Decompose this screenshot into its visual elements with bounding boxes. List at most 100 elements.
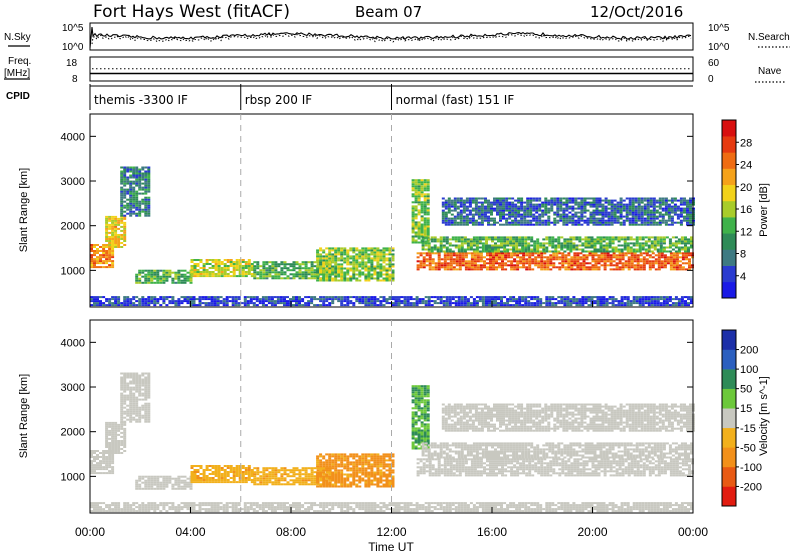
velocity-cell <box>123 398 127 401</box>
power-cell <box>676 217 680 220</box>
power-cell <box>424 302 428 305</box>
velocity-cell <box>147 374 151 377</box>
power-cell <box>630 262 634 265</box>
power-cell <box>328 302 332 305</box>
power-cell <box>481 238 485 241</box>
power-cell <box>590 296 594 299</box>
power-cell <box>547 217 551 220</box>
velocity-cell <box>105 431 109 434</box>
power-cell <box>637 199 641 202</box>
power-cell <box>522 260 526 263</box>
power-cell <box>538 221 542 224</box>
power-cell <box>664 201 668 204</box>
power-cell <box>610 223 614 226</box>
power-cell <box>93 304 96 307</box>
power-cell <box>243 302 247 305</box>
power-cell <box>641 298 645 301</box>
power-cell <box>93 298 96 301</box>
power-cell <box>563 302 567 305</box>
power-cell <box>605 248 609 251</box>
power-cell <box>553 197 557 200</box>
power-cell <box>391 263 395 266</box>
power-cell <box>631 221 635 224</box>
power-cell <box>598 199 602 202</box>
velocity-cell <box>111 462 115 465</box>
power-cell <box>417 213 421 216</box>
power-cell <box>454 240 458 243</box>
power-cell <box>589 203 593 206</box>
power-cell <box>633 254 637 257</box>
power-cell <box>557 300 561 303</box>
power-cell <box>238 275 242 278</box>
power-cell <box>634 209 638 212</box>
power-cell <box>582 256 586 259</box>
power-cell <box>677 246 681 249</box>
power-cell <box>535 223 539 226</box>
velocity-cell <box>159 483 163 486</box>
power-cell <box>189 279 193 282</box>
nave-tick-top: 60 <box>708 58 720 69</box>
power-cell <box>506 250 510 253</box>
power-cell <box>472 238 476 241</box>
power-cell <box>454 302 458 305</box>
power-cell <box>340 296 344 299</box>
power-cell <box>507 252 511 255</box>
power-cell <box>501 258 504 261</box>
power-cell <box>641 238 645 241</box>
power-cell <box>135 184 139 187</box>
power-cell <box>298 271 302 274</box>
power-cell <box>684 244 687 247</box>
power-cell <box>102 248 106 250</box>
velocity-cell <box>120 382 124 385</box>
power-cell <box>123 166 127 169</box>
power-cell <box>376 279 380 282</box>
cpid-segment-0: themis -3300 IF <box>94 93 188 107</box>
power-cell <box>259 265 263 268</box>
power-cell <box>561 262 565 265</box>
power-cell <box>132 192 136 195</box>
velocity-cell <box>129 406 133 409</box>
power-cell <box>510 264 514 267</box>
power-cell <box>126 178 130 181</box>
velocity-cell <box>141 408 145 411</box>
velocity-cell <box>102 460 106 463</box>
power-cell <box>460 236 464 239</box>
power-cell <box>433 236 437 239</box>
power-cell <box>138 178 142 181</box>
power-cell <box>280 271 284 274</box>
power-cell <box>234 298 238 301</box>
power-cell <box>385 302 389 305</box>
power-cell <box>503 242 507 245</box>
velocity-cell <box>102 454 106 456</box>
power-cell <box>626 298 630 301</box>
power-cell <box>196 275 200 278</box>
power-cell <box>144 275 148 278</box>
power-cell <box>629 300 633 303</box>
power-cell <box>414 199 418 202</box>
power-cell <box>586 219 590 222</box>
power-cell <box>423 187 427 190</box>
power-cell <box>532 219 536 222</box>
power-cell <box>364 253 368 256</box>
power-cell <box>129 174 133 177</box>
power-cell <box>468 213 472 216</box>
power-cell <box>474 207 478 210</box>
power-cell <box>391 249 395 252</box>
power-cell <box>686 219 689 222</box>
power-cell <box>414 227 418 230</box>
power-cell <box>355 253 359 256</box>
power-cell <box>455 254 459 257</box>
power-cell <box>571 197 575 200</box>
power-cell <box>428 254 432 257</box>
power-cell <box>497 238 500 241</box>
power-cell <box>517 223 521 226</box>
power-cell <box>614 250 618 253</box>
power-cell <box>595 201 599 204</box>
power-cell <box>646 203 650 206</box>
power-cell <box>505 217 509 220</box>
power-colorbar-label: 16 <box>740 204 752 216</box>
power-cell <box>548 250 552 253</box>
power-cell <box>686 209 689 212</box>
power-cell <box>446 262 450 265</box>
power-cell <box>635 296 639 299</box>
